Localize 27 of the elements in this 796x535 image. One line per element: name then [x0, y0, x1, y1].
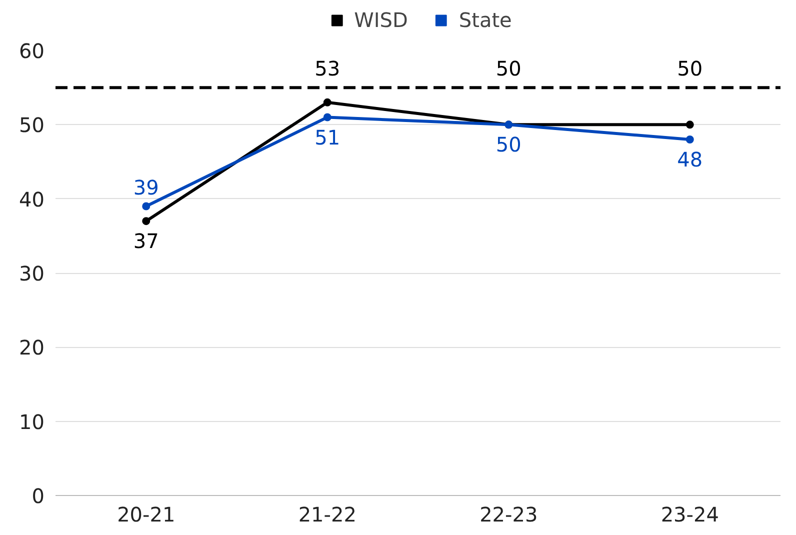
data-label: 37	[133, 229, 159, 254]
point	[142, 202, 150, 210]
data-label: 50	[677, 56, 703, 81]
y-tick-label: 40	[19, 187, 45, 212]
data-label: 53	[314, 56, 340, 81]
point	[323, 113, 332, 122]
data-label: 39	[133, 175, 159, 200]
x-tick-label: 20-21	[117, 502, 176, 526]
point	[142, 217, 150, 226]
point	[323, 98, 332, 106]
y-tick-label: 60	[19, 39, 45, 63]
y-tick-label: 30	[19, 262, 45, 286]
data-label: 51	[314, 125, 340, 150]
legend-label: WISD	[354, 8, 408, 32]
y-tick-label: 50	[19, 113, 45, 138]
point	[686, 136, 694, 144]
y-tick-label: 20	[19, 336, 45, 360]
x-tick-label: 21-22	[298, 502, 356, 526]
legend-label: State	[458, 8, 512, 32]
x-tick-label: 23-24	[660, 502, 719, 526]
data-label: 50	[496, 132, 522, 157]
data-label: 48	[677, 148, 703, 172]
y-tick-label: 0	[32, 484, 45, 508]
data-label: 50	[496, 56, 522, 81]
point	[686, 120, 694, 129]
x-tick-label: 22-23	[480, 502, 538, 526]
y-tick-label: 10	[19, 410, 45, 434]
